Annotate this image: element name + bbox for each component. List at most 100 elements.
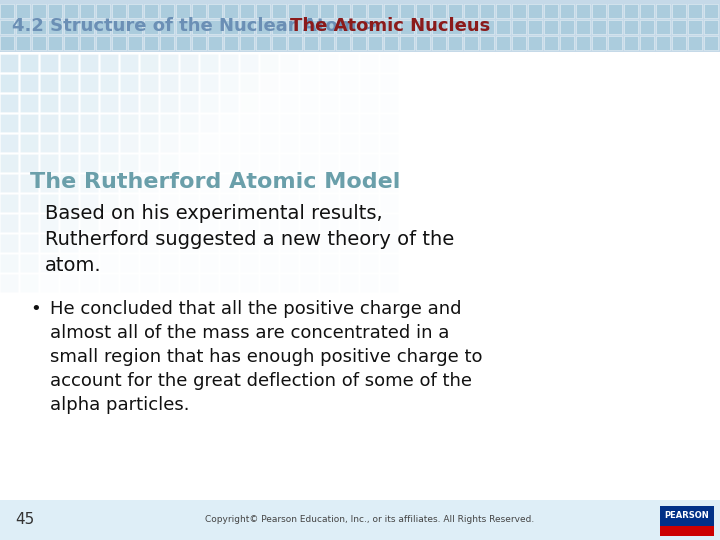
Bar	[120, 154, 138, 172]
Bar	[100, 234, 118, 252]
Bar	[360, 154, 378, 172]
Bar	[340, 74, 358, 92]
Bar	[304, 4, 318, 18]
Bar	[0, 4, 14, 18]
Bar	[200, 194, 218, 212]
Bar	[0, 20, 14, 34]
Bar	[176, 4, 190, 18]
Bar	[160, 74, 178, 92]
Bar	[260, 174, 278, 192]
Bar	[592, 4, 606, 18]
Bar	[20, 154, 38, 172]
Bar	[576, 36, 590, 50]
Bar	[40, 134, 58, 152]
Bar	[496, 20, 510, 34]
Bar	[340, 214, 358, 232]
Bar	[200, 274, 218, 292]
Bar	[80, 74, 98, 92]
Bar	[120, 174, 138, 192]
Bar	[160, 20, 174, 34]
Bar	[300, 194, 318, 212]
Bar	[192, 36, 206, 50]
Bar	[640, 36, 654, 50]
Bar	[100, 134, 118, 152]
Bar	[120, 134, 138, 152]
Bar	[80, 254, 98, 272]
Bar	[160, 214, 178, 232]
Bar	[220, 274, 238, 292]
Bar	[320, 274, 338, 292]
Bar	[240, 234, 258, 252]
Bar	[340, 194, 358, 212]
Bar	[240, 94, 258, 112]
Bar	[220, 74, 238, 92]
Bar	[40, 174, 58, 192]
Bar	[464, 36, 478, 50]
Bar	[200, 74, 218, 92]
Bar	[320, 154, 338, 172]
Bar	[100, 274, 118, 292]
Bar	[624, 4, 638, 18]
Bar	[300, 174, 318, 192]
Bar	[20, 254, 38, 272]
Bar	[240, 134, 258, 152]
Bar	[220, 194, 238, 212]
Bar	[480, 4, 494, 18]
Bar	[224, 36, 238, 50]
Bar	[160, 174, 178, 192]
Bar	[16, 20, 30, 34]
Text: account for the great deflection of some of the: account for the great deflection of some…	[50, 372, 472, 390]
Bar	[140, 54, 158, 72]
Bar	[160, 274, 178, 292]
Bar	[64, 36, 78, 50]
Bar	[320, 54, 338, 72]
Bar	[380, 174, 398, 192]
Bar	[140, 134, 158, 152]
Bar	[120, 194, 138, 212]
Bar	[0, 500, 720, 540]
Bar	[624, 36, 638, 50]
Bar	[560, 4, 574, 18]
Bar	[220, 54, 238, 72]
Bar	[140, 214, 158, 232]
Bar	[280, 154, 298, 172]
Bar	[448, 4, 462, 18]
Bar	[40, 214, 58, 232]
Bar	[336, 4, 350, 18]
Bar	[180, 274, 198, 292]
Bar	[400, 36, 414, 50]
Bar	[0, 154, 18, 172]
Bar	[140, 254, 158, 272]
Text: almost all of the mass are concentrated in a: almost all of the mass are concentrated …	[50, 324, 449, 342]
Bar	[592, 36, 606, 50]
Bar	[688, 36, 702, 50]
Bar	[320, 20, 334, 34]
Bar	[280, 194, 298, 212]
Bar	[496, 36, 510, 50]
Bar	[256, 36, 270, 50]
Bar	[512, 20, 526, 34]
Bar	[144, 20, 158, 34]
Bar	[656, 36, 670, 50]
Bar	[192, 20, 206, 34]
Bar	[0, 94, 18, 112]
Bar	[640, 20, 654, 34]
Bar	[368, 4, 382, 18]
Bar	[340, 234, 358, 252]
Bar	[200, 134, 218, 152]
Bar	[300, 274, 318, 292]
Bar	[380, 94, 398, 112]
Bar	[660, 526, 714, 536]
Bar	[32, 4, 46, 18]
Bar	[160, 94, 178, 112]
Bar	[40, 254, 58, 272]
Bar	[380, 74, 398, 92]
Text: atom.: atom.	[45, 256, 102, 275]
Bar	[80, 214, 98, 232]
Bar	[608, 36, 622, 50]
Bar	[352, 4, 366, 18]
Bar	[180, 234, 198, 252]
Bar	[176, 36, 190, 50]
Bar	[0, 194, 18, 212]
Bar	[80, 94, 98, 112]
